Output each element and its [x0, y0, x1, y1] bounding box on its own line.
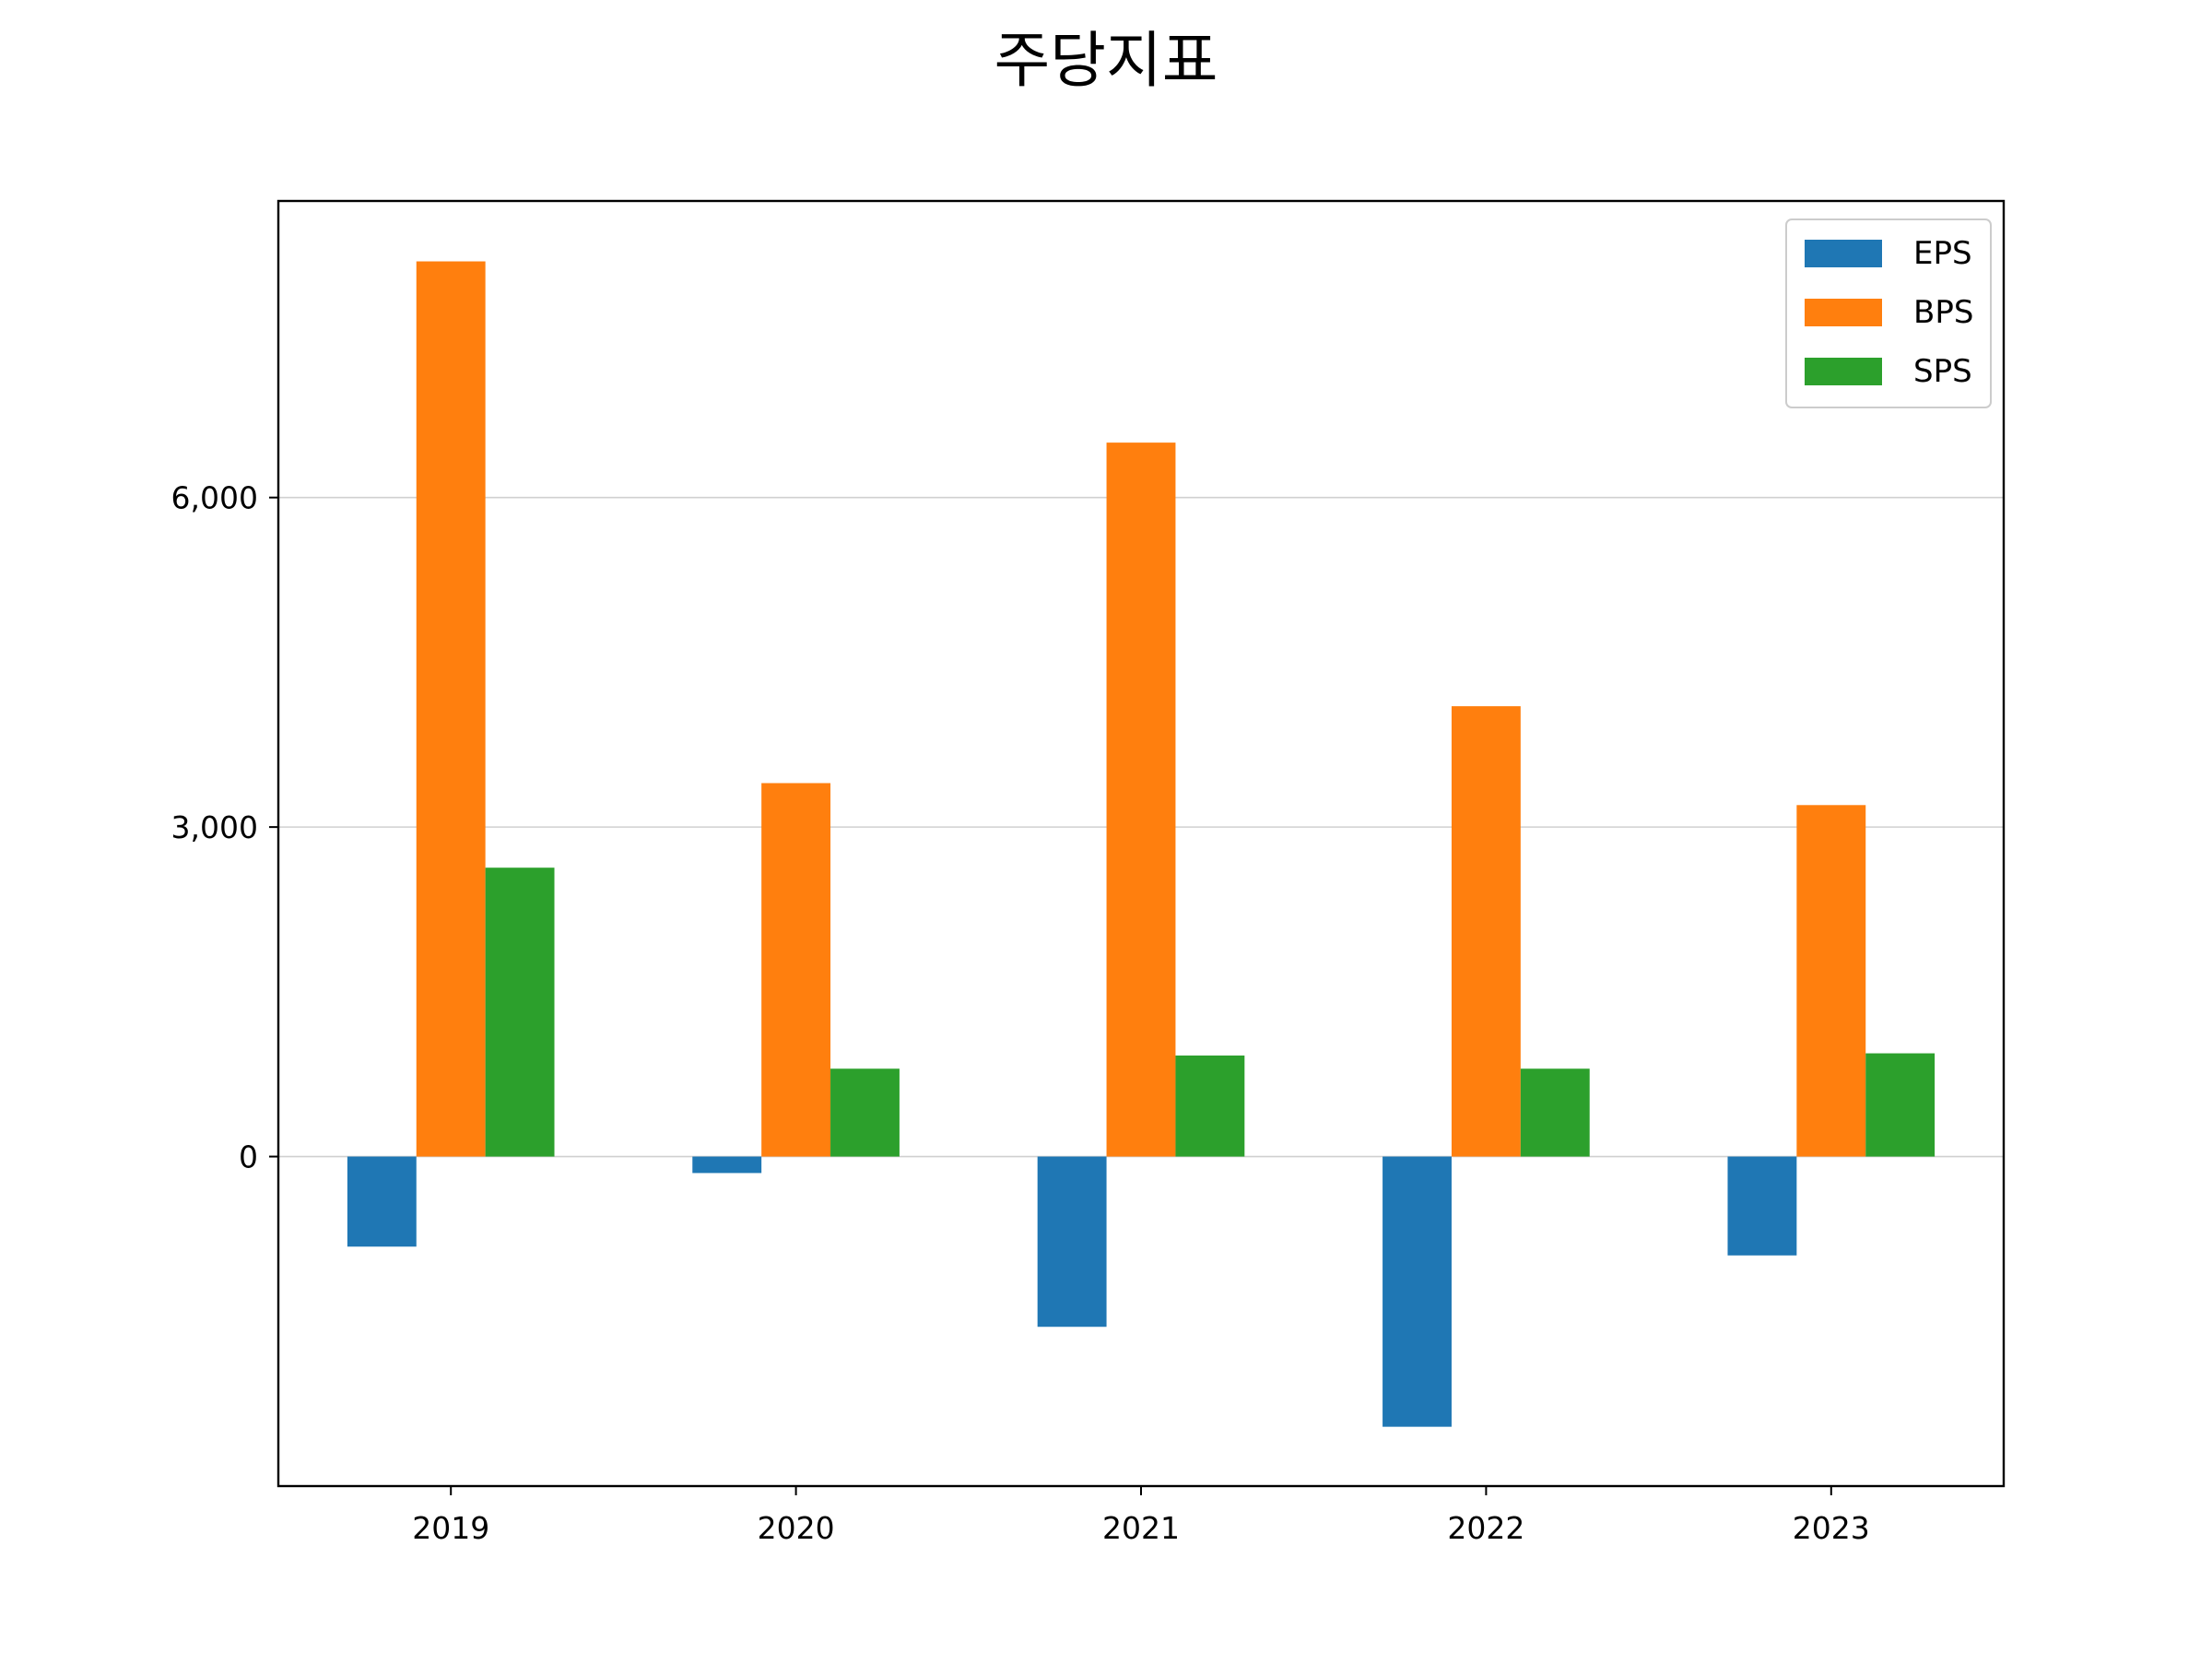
chart-title: 주당지표 — [994, 25, 1218, 96]
legend-label-eps: EPS — [1913, 235, 1972, 272]
bar-bps-2019 — [416, 261, 486, 1157]
bar-eps-2021 — [1037, 1156, 1107, 1328]
x-tick-label: 2020 — [758, 1510, 835, 1546]
y-tick-label: 3,000 — [171, 809, 258, 845]
x-tick-label: 2019 — [412, 1510, 489, 1546]
y-tick-label: 6,000 — [171, 480, 258, 516]
bar-sps-2021 — [1175, 1055, 1245, 1157]
bar-sps-2019 — [485, 867, 555, 1157]
bar-sps-2022 — [1520, 1068, 1590, 1157]
bar-bps-2023 — [1796, 805, 1866, 1157]
x-axis: 2019 2020 2021 2022 2023 — [412, 1486, 1870, 1546]
legend: EPS BPS SPS — [1785, 218, 1992, 408]
legend-swatch-bps — [1805, 299, 1882, 326]
bar-eps-2020 — [692, 1156, 762, 1174]
bar-eps-2019 — [347, 1156, 417, 1247]
bar-eps-2023 — [1727, 1156, 1797, 1256]
bar-sps-2023 — [1865, 1053, 1936, 1157]
x-tick-label: 2021 — [1102, 1510, 1180, 1546]
bar-bps-2022 — [1451, 706, 1521, 1157]
bar-bps-2021 — [1106, 443, 1176, 1157]
x-tick-label: 2023 — [1793, 1510, 1870, 1546]
legend-swatch-eps — [1805, 240, 1882, 267]
bar-bps-2020 — [761, 783, 831, 1157]
legend-swatch-sps — [1805, 358, 1882, 385]
bar-eps-2022 — [1382, 1156, 1452, 1427]
bar-sps-2020 — [830, 1068, 900, 1157]
y-tick-label: 0 — [239, 1139, 258, 1175]
y-axis: 0 3,000 6,000 — [171, 480, 278, 1175]
x-tick-label: 2022 — [1447, 1510, 1524, 1546]
bars — [347, 261, 1936, 1427]
legend-label-bps: BPS — [1913, 294, 1973, 331]
legend-label-sps: SPS — [1913, 353, 1972, 390]
